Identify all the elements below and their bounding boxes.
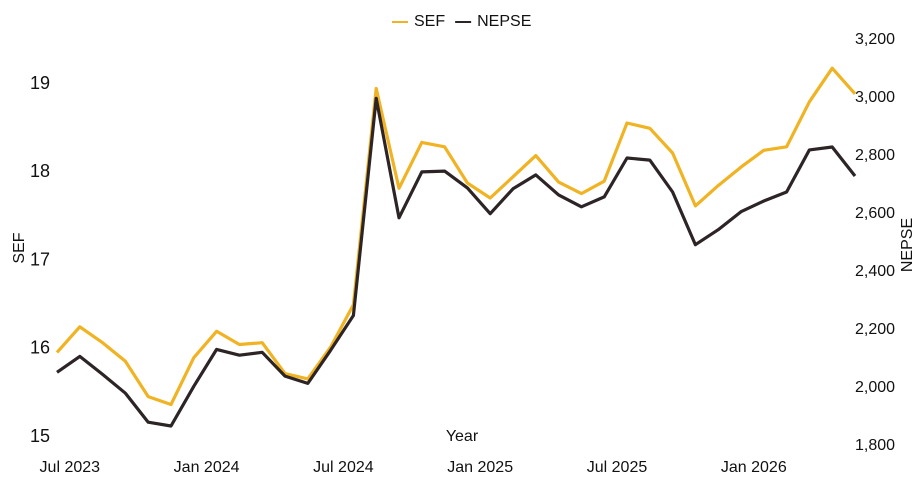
- legend-label: SEF: [414, 13, 445, 30]
- y-tick-label: 18: [30, 161, 50, 181]
- y-tick-label: 17: [30, 249, 50, 269]
- x-tick-label: Jan 2025: [447, 459, 513, 476]
- series-line: [55, 66, 857, 407]
- x-tick-label: Jul 2024: [313, 459, 374, 476]
- legend-label: NEPSE: [477, 13, 531, 30]
- x-axis-label: Year: [446, 428, 479, 445]
- y-tick-label: 19: [30, 73, 50, 93]
- y2-tick-label: 2,800: [855, 147, 895, 164]
- y-axis-label: SEF: [11, 232, 28, 263]
- y2-tick-label: 2,000: [855, 379, 895, 396]
- x-tick-label: Jul 2023: [40, 459, 101, 476]
- x-tick-label: Jul 2025: [587, 459, 648, 476]
- y2-tick-label: 1,800: [855, 437, 895, 454]
- y2-tick-label: 3,000: [855, 89, 895, 106]
- y2-axis-label: NEPSE: [899, 218, 915, 272]
- y2-tick-label: 2,200: [855, 321, 895, 338]
- y-tick-label: 16: [30, 338, 50, 358]
- y2-tick-label: 3,200: [855, 31, 895, 48]
- series-line: [56, 96, 857, 428]
- y2-tick-label: 2,400: [855, 263, 895, 280]
- x-tick-label: Jan 2024: [174, 459, 240, 476]
- x-tick-label: Jan 2026: [721, 459, 787, 476]
- y2-tick-label: 2,600: [855, 205, 895, 222]
- y-tick-label: 15: [30, 426, 50, 446]
